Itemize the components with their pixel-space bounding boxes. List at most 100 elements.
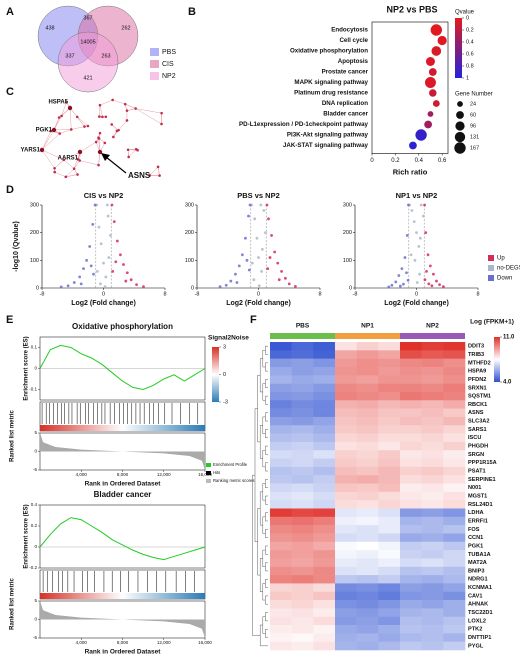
heatmap-cell xyxy=(291,483,314,493)
heatmap-cell xyxy=(291,400,314,409)
heatmap-cell xyxy=(270,516,292,526)
network-edge xyxy=(99,99,113,106)
y-tick-label: -5 xyxy=(33,635,37,640)
x-tick-label: 0.6 xyxy=(438,158,447,164)
heatmap-cell xyxy=(335,600,357,609)
heatmap-cell xyxy=(270,616,292,626)
volcano-point xyxy=(111,270,115,273)
heatmap-cell xyxy=(356,358,379,368)
heatmap-cell xyxy=(270,366,292,376)
heatmap-cell xyxy=(313,483,336,493)
network-node xyxy=(69,128,73,131)
dot xyxy=(409,141,417,150)
volcano-point xyxy=(265,203,269,207)
volcano-point xyxy=(235,281,239,284)
heatmap-cell xyxy=(270,533,292,543)
category-label: Cell cycle xyxy=(339,37,368,44)
heatmap-cell xyxy=(313,625,336,634)
heatmap-cell xyxy=(443,450,466,459)
network-edge xyxy=(135,108,162,114)
heatmap-cell xyxy=(378,466,401,476)
network-node xyxy=(65,100,68,104)
heatmap-cell xyxy=(421,608,444,618)
colorbar-tick-label: 1 xyxy=(466,75,469,81)
volcano-point xyxy=(259,203,263,207)
heatmap-cell xyxy=(400,458,422,468)
heatmap-cell xyxy=(335,350,357,359)
volcano-point xyxy=(413,258,417,262)
volcano-point xyxy=(427,282,431,286)
arrow-head xyxy=(101,153,110,161)
size-legend-label: 96 xyxy=(470,123,476,129)
volcano-point xyxy=(403,256,407,259)
volcano-point xyxy=(97,225,101,229)
heatmap-cell xyxy=(421,566,444,576)
volcano-point xyxy=(114,260,118,264)
heatmap-cell xyxy=(378,566,401,576)
heatmap-cell xyxy=(378,525,401,534)
heatmap-cell xyxy=(313,616,336,626)
plot-frame xyxy=(371,21,449,154)
heatmap-cell xyxy=(270,425,292,434)
heatmap-cell xyxy=(378,625,401,634)
panel-label: E xyxy=(6,314,13,326)
network-node xyxy=(76,173,79,176)
y-tick-label: 0 xyxy=(34,544,37,549)
row-label: TRIB3 xyxy=(468,352,484,358)
heatmap-cell xyxy=(291,625,314,634)
heatmap-cell xyxy=(443,342,466,351)
heatmap-cell xyxy=(378,483,401,493)
legend-swatch xyxy=(150,48,159,56)
y-tick-label: 5 xyxy=(34,598,37,603)
heatmap-cell xyxy=(313,516,336,526)
heatmap-cell xyxy=(400,483,422,493)
heatmap-cell xyxy=(313,391,336,401)
colorbar-tick-label: 4.0 xyxy=(503,380,512,386)
chart-title: Oxidative phosphorylation xyxy=(72,322,173,331)
network-node xyxy=(160,122,163,126)
heatmap-cell xyxy=(270,475,292,484)
heatmap-cell xyxy=(313,491,336,501)
heatmap-cell xyxy=(400,491,422,501)
heatmap-cell xyxy=(335,491,357,501)
network-node xyxy=(67,105,73,111)
network-edge xyxy=(126,108,136,111)
heatmap-cell xyxy=(378,375,401,384)
colorbar xyxy=(455,18,462,78)
heatmap-cell xyxy=(443,483,466,493)
y-tick-label: 300 xyxy=(185,202,194,208)
volcano-point xyxy=(237,264,241,268)
heatmap-cell xyxy=(356,441,379,451)
heatmap-cell xyxy=(356,500,379,509)
heatmap-cell xyxy=(443,591,466,601)
heatmap-cell xyxy=(421,550,444,559)
network-edge xyxy=(71,126,85,130)
venn-count: 337 xyxy=(65,53,74,59)
heatmap-cell xyxy=(291,350,314,359)
heatmap-cell xyxy=(443,550,466,559)
heatmap-cell xyxy=(443,358,466,368)
enrichment-line xyxy=(39,517,206,561)
legend-label: CIS xyxy=(162,61,174,68)
rank-strip xyxy=(40,425,205,431)
y-axis-label: Enrichment score (ES) xyxy=(24,336,30,400)
heatmap-cell xyxy=(313,441,336,451)
volcano-point xyxy=(400,267,404,271)
colorbar-tick-label: 0.4 xyxy=(466,39,474,45)
panel-label: C xyxy=(6,86,14,98)
volcano-point xyxy=(424,231,428,235)
heatmap-cell xyxy=(421,458,444,468)
network-node xyxy=(57,116,61,119)
heatmap-cell xyxy=(443,608,466,618)
volcano-point xyxy=(406,278,410,282)
y-axis-label: Enrichment score (ES) xyxy=(24,504,30,568)
heatmap-cell xyxy=(335,466,357,476)
heatmap-cell xyxy=(313,600,336,609)
volcano-point xyxy=(417,245,421,248)
heatmap-cell xyxy=(270,400,292,409)
volcano-point xyxy=(255,236,259,240)
heatmap-cell xyxy=(291,575,314,584)
network-edge xyxy=(128,149,137,158)
x-tick-label: 0 xyxy=(257,291,260,297)
volcano-point xyxy=(438,283,441,287)
